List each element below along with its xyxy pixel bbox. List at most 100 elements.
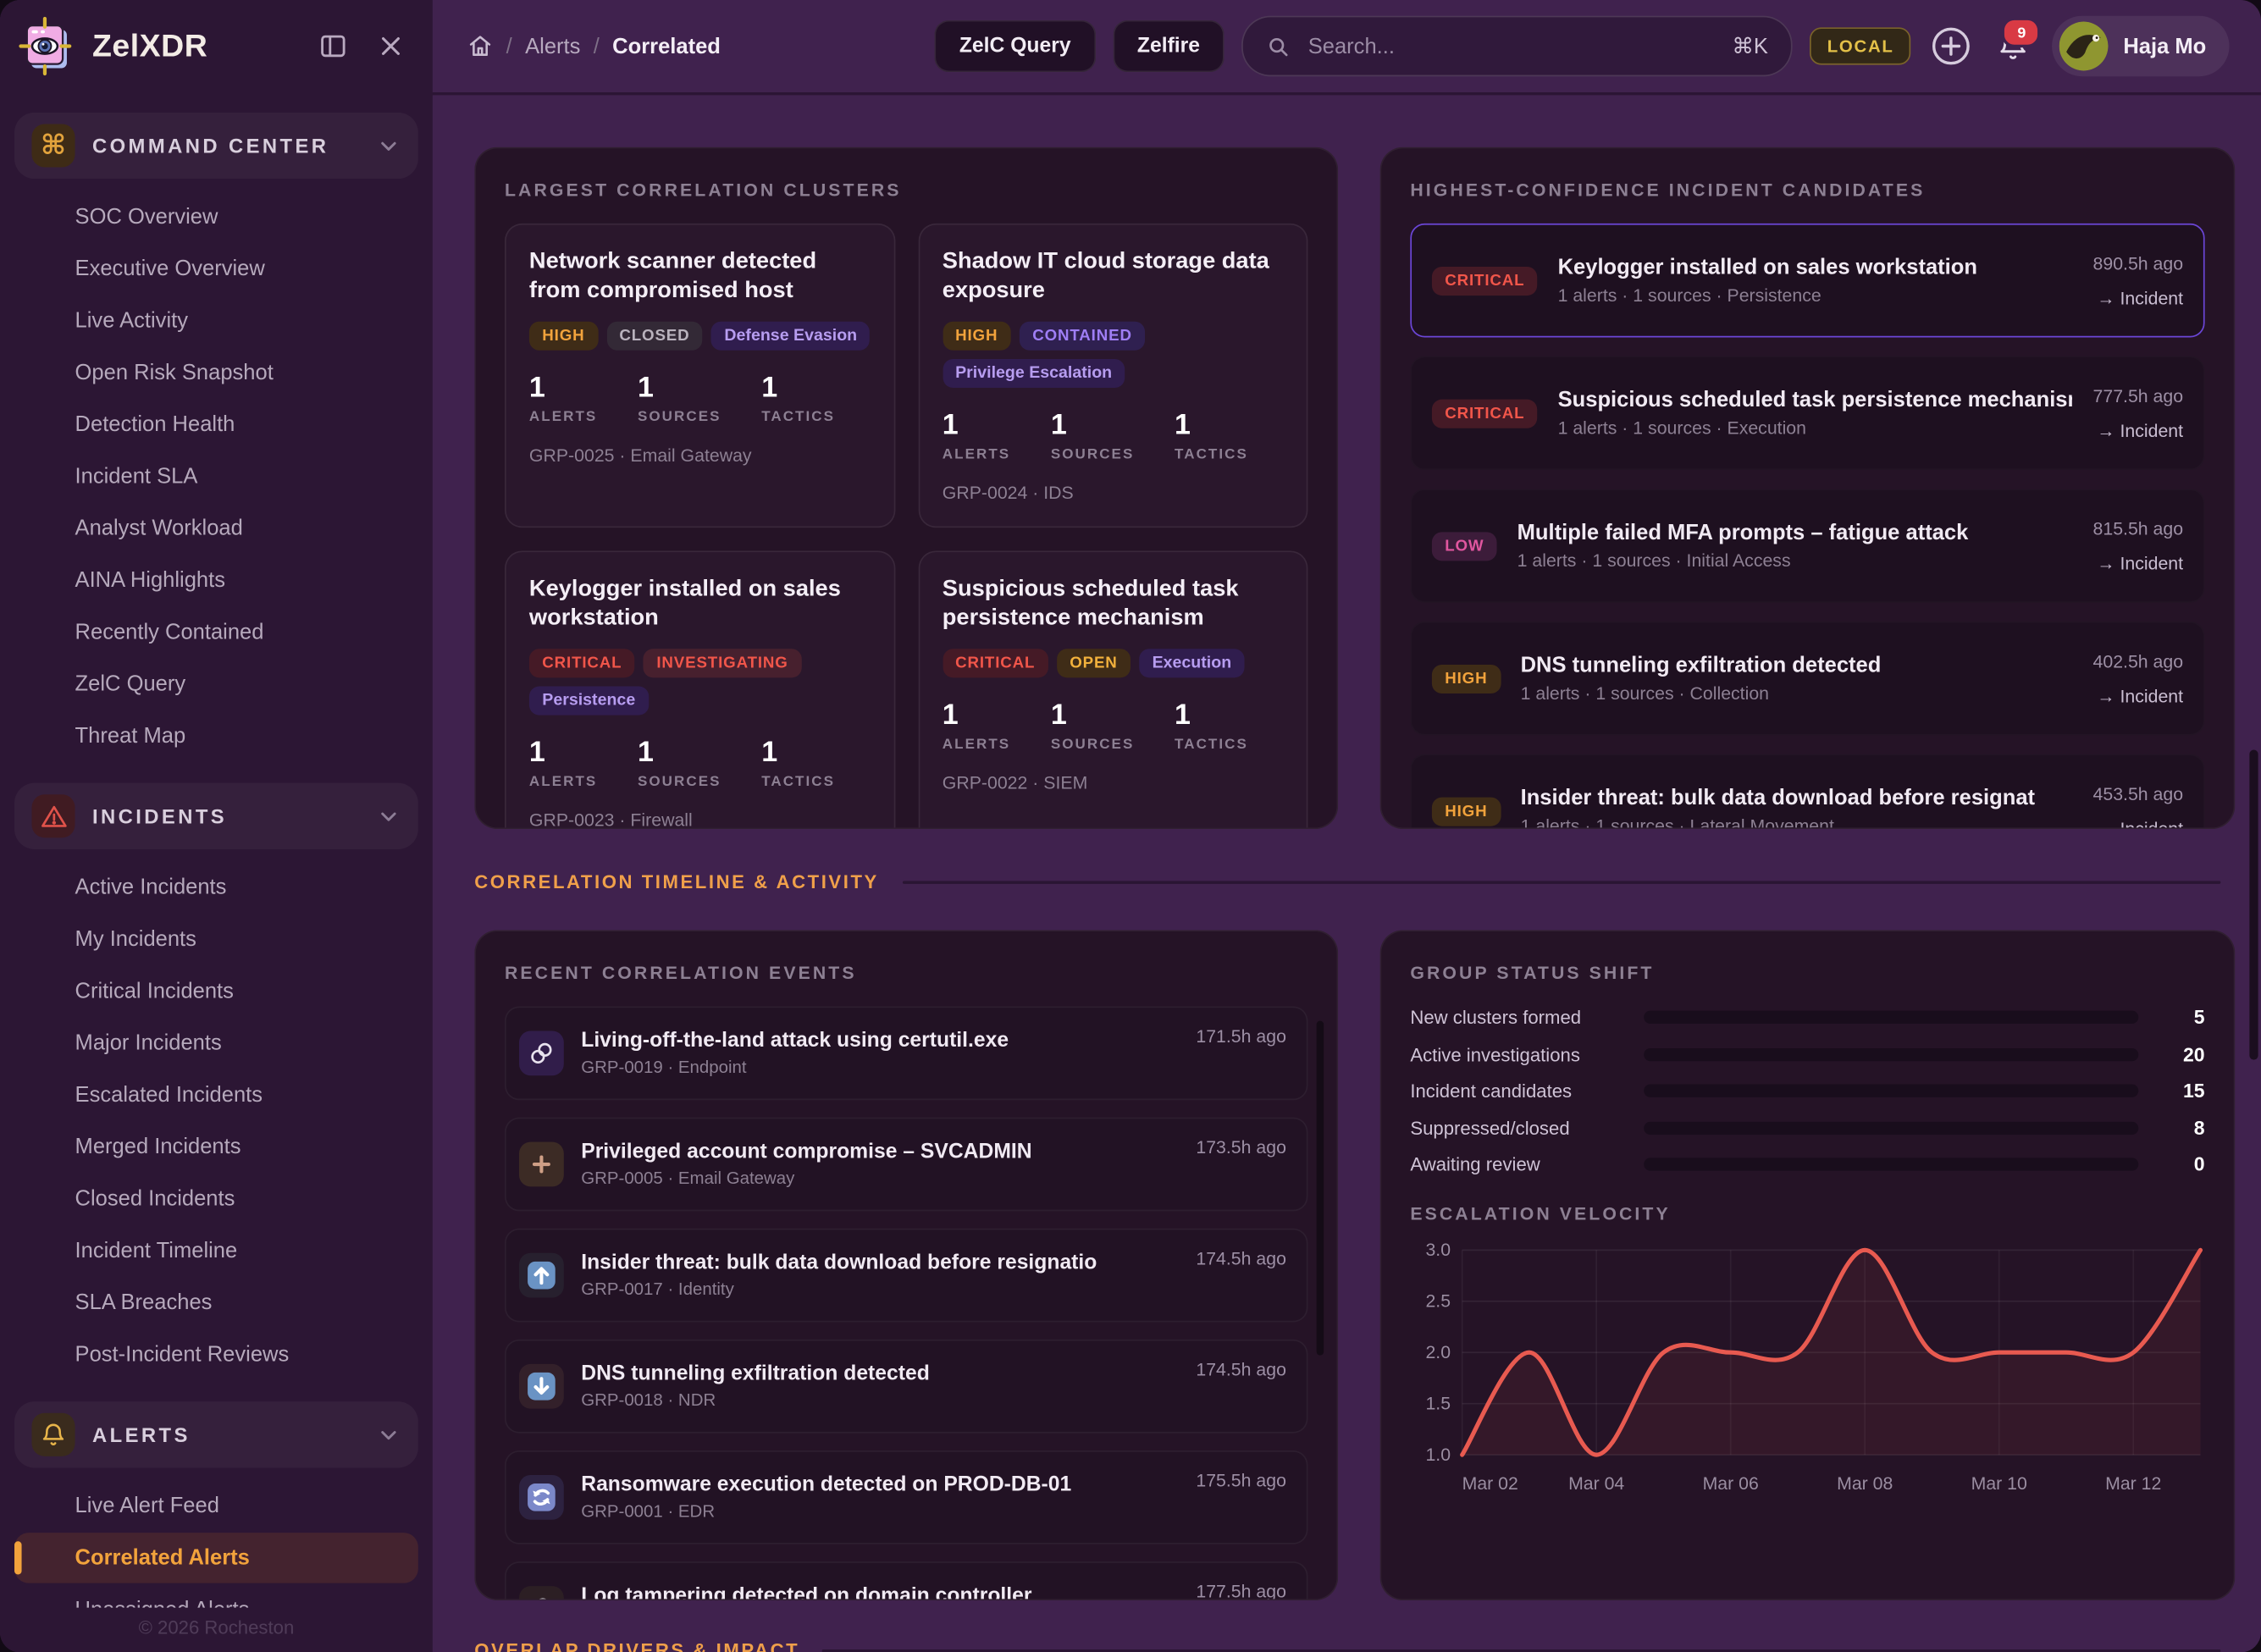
search-input[interactable]	[1305, 32, 1718, 60]
severity-badge: CRITICAL	[528, 649, 635, 678]
candidate-row[interactable]: LOW Multiple failed MFA prompts – fatigue…	[1410, 489, 2205, 603]
event-row[interactable]: Log tampering detected on domain control…	[504, 1561, 1308, 1601]
sidebar-item-post-incident-reviews[interactable]: Post-Incident Reviews	[14, 1329, 418, 1380]
severity-badge: HIGH	[1431, 664, 1501, 693]
tactics-count: 1	[761, 737, 778, 769]
sidebar-item-merged-incidents[interactable]: Merged Incidents	[14, 1122, 418, 1173]
sidebar-item-executive-overview[interactable]: Executive Overview	[14, 244, 418, 295]
sidebar-item-live-activity[interactable]: Live Activity	[14, 296, 418, 346]
zelfire-button[interactable]: Zelfire	[1112, 19, 1224, 73]
clusters-grid: Network scanner detected from compromise…	[504, 223, 1308, 828]
breadcrumb-page[interactable]: Correlated	[612, 34, 721, 58]
event-meta: GRP-0019 · Endpoint	[581, 1057, 747, 1077]
sidebar-item-soc-overview[interactable]: SOC Overview	[14, 191, 418, 242]
event-row[interactable]: Privileged account compromise – SVCADMIN…	[504, 1117, 1308, 1212]
search-shortcut: ⌘K	[1732, 34, 1768, 59]
close-icon[interactable]	[369, 25, 412, 68]
sidebar-item-zelc-query[interactable]: ZelC Query	[14, 659, 418, 710]
sidebar-section-header-command[interactable]: ⌘ COMMAND CENTER	[14, 112, 418, 180]
sidebar-item-detection-health[interactable]: Detection Health	[14, 400, 418, 450]
zelc-query-button[interactable]: ZelC Query	[934, 19, 1096, 73]
sources-count: 1	[637, 372, 654, 404]
sidebar-item-sla-breaches[interactable]: SLA Breaches	[14, 1278, 418, 1329]
nav-item-label: Critical Incidents	[75, 979, 234, 1004]
sidebar-section-header-incidents[interactable]: INCIDENTS	[14, 782, 418, 849]
sidebar-section-header-alerts[interactable]: ALERTS	[14, 1401, 418, 1468]
tactics-label: TACTICS	[1175, 446, 1248, 463]
events-scrollbar[interactable]	[1316, 1020, 1324, 1356]
event-row[interactable]: DNS tunneling exfiltration detected GRP-0…	[504, 1339, 1308, 1434]
nav-item-label: Escalated Incidents	[75, 1082, 263, 1108]
candidate-meta: 1 alerts · 1 sources · Lateral Movement	[1520, 815, 1834, 830]
sidebar-item-escalated-incidents[interactable]: Escalated Incidents	[14, 1069, 418, 1120]
breadcrumb-section[interactable]: Alerts	[525, 34, 581, 58]
severity-badge: HIGH	[942, 321, 1011, 351]
user-menu[interactable]: Haja Mo	[2052, 15, 2230, 77]
environment-badge: LOCAL	[1810, 27, 1912, 65]
candidate-row[interactable]: CRITICAL Suspicious scheduled task persis…	[1410, 356, 2205, 471]
event-row[interactable]: Living-off-the-land attack using certuti…	[504, 1006, 1308, 1101]
search-box[interactable]: ⌘K	[1241, 15, 1793, 77]
svg-text:1.0: 1.0	[1425, 1445, 1451, 1465]
nav-item-label: SOC Overview	[75, 204, 218, 229]
add-button[interactable]	[1928, 23, 1974, 69]
sidebar-item-my-incidents[interactable]: My Incidents	[14, 914, 418, 965]
status-bars: New clusters formed 5 Active investigation…	[1410, 1007, 2204, 1175]
command-icon: ⌘	[31, 124, 75, 168]
candidate-title: Insider threat: bulk data download befor…	[1520, 786, 2036, 810]
promote-to-incident-link[interactable]: → Incident	[2097, 818, 2184, 830]
sidebar-item-open-risk-snapshot[interactable]: Open Risk Snapshot	[14, 347, 418, 398]
sidebar-footer: © 2026 Rocheston	[138, 1616, 295, 1638]
tactics-label: TACTICS	[761, 409, 836, 426]
sources-count: 1	[1050, 409, 1067, 442]
events-panel: RECENT CORRELATION EVENTS Living-off-the…	[474, 930, 1339, 1601]
sidebar-item-correlated-alerts[interactable]: Correlated Alerts	[14, 1533, 418, 1583]
window-scrollbar[interactable]	[2249, 749, 2258, 1060]
alerts-label: ALERTS	[528, 774, 598, 791]
event-title: Log tampering detected on domain control…	[581, 1584, 1032, 1601]
notifications-bell-icon[interactable]: 9	[1992, 17, 2042, 68]
home-icon[interactable]	[467, 33, 494, 59]
tactic-badge: Persistence	[528, 686, 649, 715]
svg-text:Mar 06: Mar 06	[1703, 1473, 1759, 1494]
event-title: Insider threat: bulk data download befor…	[581, 1251, 1097, 1275]
sidebar-item-threat-map[interactable]: Threat Map	[14, 710, 418, 761]
cluster-card-grp-0023[interactable]: Keylogger installed on sales workstation…	[504, 550, 895, 828]
candidate-row[interactable]: HIGH DNS tunneling exfiltration detected 1…	[1410, 621, 2205, 736]
sidebar-item-aina-highlights[interactable]: AINA Highlights	[14, 555, 418, 606]
sidebar-item-closed-incidents[interactable]: Closed Incidents	[14, 1174, 418, 1224]
promote-to-incident-link[interactable]: → Incident	[2097, 287, 2184, 308]
sidebar-collapse-button[interactable]	[312, 25, 355, 68]
sidebar-item-live-alert-feed[interactable]: Live Alert Feed	[14, 1481, 418, 1532]
breadcrumb-separator: /	[593, 34, 600, 58]
sidebar-item-incident-timeline[interactable]: Incident Timeline	[14, 1225, 418, 1276]
candidates-panel-title: HIGHEST-CONFIDENCE INCIDENT CANDIDATES	[1410, 180, 1926, 201]
event-row[interactable]: Ransomware execution detected on PROD-DB…	[504, 1450, 1308, 1544]
sidebar-item-critical-incidents[interactable]: Critical Incidents	[14, 966, 418, 1017]
sidebar-item-major-incidents[interactable]: Major Incidents	[14, 1018, 418, 1069]
svg-text:Mar 12: Mar 12	[2105, 1473, 2161, 1494]
candidate-meta: 1 alerts · 1 sources · Persistence	[1557, 285, 1822, 306]
cluster-card-grp-0022[interactable]: Suspicious scheduled task persistence me…	[917, 550, 1308, 828]
tactic-badge: Defense Evasion	[711, 321, 871, 351]
promote-to-incident-link[interactable]: → Incident	[2097, 553, 2184, 573]
cluster-card-grp-0025[interactable]: Network scanner detected from compromise…	[504, 223, 895, 528]
sidebar-item-recently-contained[interactable]: Recently Contained	[14, 607, 418, 658]
candidate-meta: 1 alerts · 1 sources · Collection	[1520, 683, 1770, 704]
severity-badge: CRITICAL	[1431, 398, 1538, 428]
promote-to-incident-link[interactable]: → Incident	[2097, 420, 2184, 441]
event-row[interactable]: Insider threat: bulk data download befor…	[504, 1228, 1308, 1323]
sidebar-item-incident-sla[interactable]: Incident SLA	[14, 451, 418, 502]
search-icon	[1266, 34, 1291, 58]
promote-to-incident-link[interactable]: → Incident	[2097, 685, 2184, 706]
sidebar-item-active-incidents[interactable]: Active Incidents	[14, 862, 418, 913]
sidebar-item-unassigned-alerts[interactable]: Unassigned Alerts	[14, 1584, 418, 1608]
event-title: DNS tunneling exfiltration detected	[581, 1362, 930, 1386]
svg-text:Mar 04: Mar 04	[1568, 1473, 1624, 1494]
candidate-row[interactable]: CRITICAL Keylogger installed on sales wor…	[1410, 223, 2205, 338]
sidebar-section-alerts: ALERTS Live Alert Feed Correlated Alerts Un…	[14, 1401, 418, 1608]
sidebar-section-command: ⌘ COMMAND CENTER SOC Overview Executive Ove…	[14, 112, 418, 769]
cluster-card-grp-0024[interactable]: Shadow IT cloud storage data exposure HIG…	[917, 223, 1308, 528]
candidate-row[interactable]: HIGH Insider threat: bulk data download b…	[1410, 754, 2205, 830]
sidebar-item-analyst-workload[interactable]: Analyst Workload	[14, 503, 418, 554]
